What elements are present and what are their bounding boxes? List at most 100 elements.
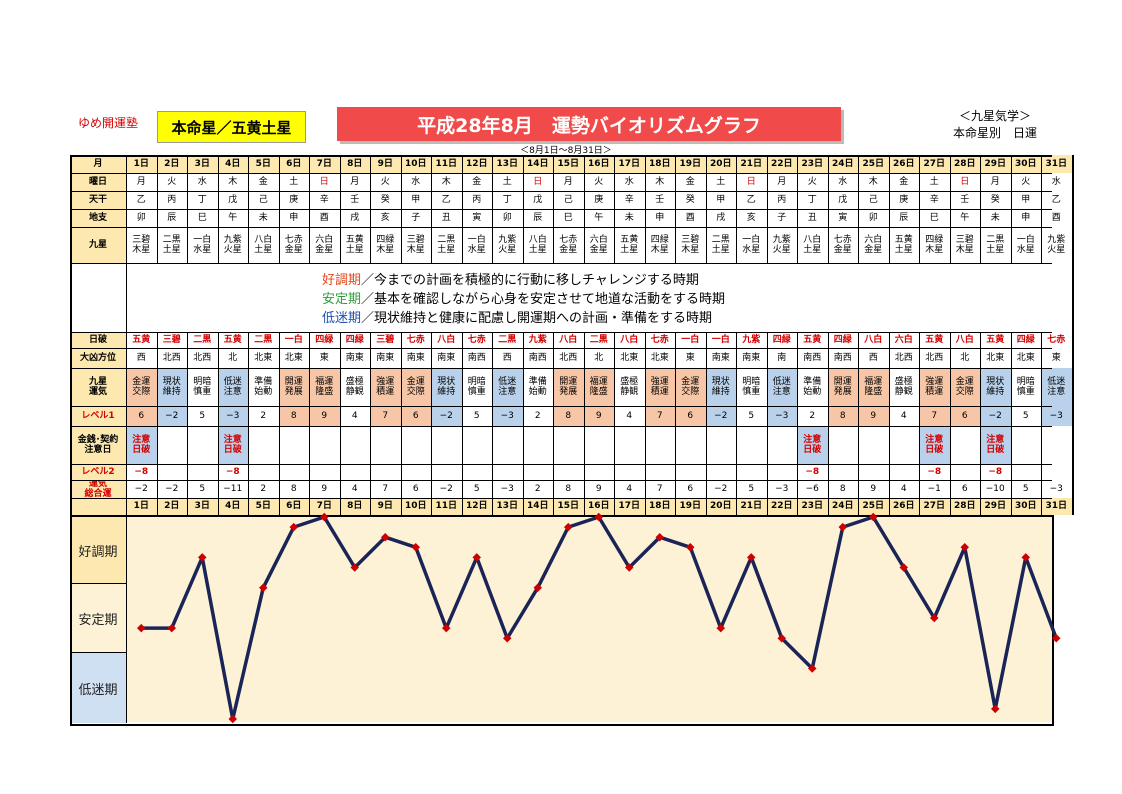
cell-d2-1: 1日	[126, 498, 157, 515]
row-label-tot: 運気 総合運	[70, 480, 126, 498]
cell-l2-16	[584, 464, 615, 480]
cell-d-29: 29日	[980, 155, 1011, 173]
cell-dk-23: 南西	[803, 352, 822, 363]
cell-wd-5: 金	[258, 176, 268, 187]
cell-l2-14	[523, 464, 554, 480]
grid-v-line	[1011, 332, 1012, 515]
cell-np-4: 五黄	[223, 334, 242, 345]
row-label-d2	[70, 498, 126, 515]
cell-l1-9: 7	[370, 406, 401, 426]
cell-kn-17	[614, 426, 645, 464]
cell-cs-28: 午	[960, 212, 970, 223]
cell-d-4: 4日	[217, 155, 248, 173]
cell-cs-29: 未	[990, 212, 1000, 223]
cell-kn-25	[858, 426, 889, 464]
cell-ks-22: 九紫 火星	[772, 234, 791, 255]
grid-v-line	[950, 155, 951, 263]
cell-tot-30: 5	[1022, 483, 1029, 494]
cell-dk-4: 北	[228, 352, 238, 363]
grid-v-line	[736, 332, 737, 515]
cell-tk-16: 庚	[594, 194, 604, 205]
cell-d-11: 11日	[431, 155, 462, 173]
cell-wd-29: 月	[990, 176, 1000, 187]
cell-d-21: 21日	[736, 155, 767, 173]
cell-cs-30: 申	[1021, 212, 1031, 223]
cell-l1-2: −2	[156, 406, 187, 426]
brand-name: ゆめ開運塾	[78, 116, 139, 130]
grid-v-line	[889, 155, 890, 263]
cell-tot-27: −1	[927, 483, 941, 494]
cell-np-22: 四緑	[772, 334, 791, 345]
grid-h-line	[70, 332, 1052, 333]
cell-dk-9: 南東	[376, 352, 395, 363]
cell-tot-7: 9	[321, 483, 328, 494]
cell-dk-31: 東	[1051, 352, 1061, 363]
cell-d2-29: 29日	[980, 498, 1011, 515]
cell-tk-1: 乙	[136, 194, 146, 205]
cell-wd-2: 火	[167, 176, 177, 187]
cell-tot-20: −2	[714, 483, 728, 494]
cell-np-17: 八白	[620, 334, 639, 345]
cell-cs-21: 亥	[746, 212, 756, 223]
cell-d-8: 8日	[339, 155, 370, 173]
cell-np-19: 一白	[681, 334, 700, 345]
cell-kn-14	[523, 426, 554, 464]
cell-tot-6: 8	[290, 483, 297, 494]
cell-tot-5: 2	[260, 483, 267, 494]
cell-ks-31: 九紫 火星	[1047, 234, 1066, 255]
cell-cs-2: 辰	[167, 212, 177, 223]
cell-dk-18: 北東	[650, 352, 669, 363]
cell-cs-23: 丑	[807, 212, 817, 223]
cell-un-18: 強運 積運	[644, 368, 675, 406]
cell-kn-6	[279, 426, 310, 464]
cell-kn-16	[584, 426, 615, 464]
cell-d2-16: 16日	[583, 498, 614, 515]
cell-dk-5: 北東	[254, 352, 273, 363]
cell-cs-24: 寅	[838, 212, 848, 223]
cell-ks-16: 六白 金星	[589, 234, 608, 255]
cell-l2-22	[767, 464, 798, 480]
cell-tk-17: 辛	[624, 194, 634, 205]
cell-dk-26: 北西	[894, 352, 913, 363]
cell-wd-18: 木	[655, 176, 665, 187]
cell-kn-31	[1041, 426, 1072, 464]
cell-l2-21	[736, 464, 767, 480]
cell-l2-28	[950, 464, 981, 480]
legend-item: 低迷期／現状維持と健康に配慮し開運期への計画・準備をする時期	[322, 307, 712, 326]
cell-dk-7: 東	[319, 352, 329, 363]
cell-np-2: 三碧	[162, 334, 181, 345]
cell-d2-15: 15日	[553, 498, 584, 515]
grid-h-line	[70, 191, 1052, 192]
cell-d-22: 22日	[766, 155, 797, 173]
cell-ks-24: 七赤 金星	[833, 234, 852, 255]
cell-un-6: 開運 発展	[278, 368, 309, 406]
cell-d2-8: 8日	[339, 498, 370, 515]
cell-tot-1: −2	[134, 483, 148, 494]
cell-tot-18: 7	[656, 483, 663, 494]
cell-tot-17: 4	[626, 483, 633, 494]
cell-tk-24: 戊	[838, 194, 848, 205]
grid-v-line	[706, 155, 707, 263]
cell-kn-13	[492, 426, 523, 464]
legend-key: 好調期	[322, 273, 362, 288]
cell-ks-21: 一白 水星	[742, 234, 761, 255]
cell-kn-4: 注意 日破	[217, 426, 248, 464]
cell-dk-17: 北東	[620, 352, 639, 363]
cell-l1-26: 4	[900, 410, 907, 421]
cell-cs-9: 亥	[380, 212, 390, 223]
cell-l2-8	[340, 464, 371, 480]
cell-kn-1: 注意 日破	[126, 426, 157, 464]
cell-l2-5	[248, 464, 279, 480]
cell-d2-14: 14日	[522, 498, 553, 515]
grid-h-line	[70, 368, 1052, 369]
cell-wd-11: 木	[441, 176, 451, 187]
cell-l1-24: 8	[827, 406, 858, 426]
grid-v-line	[858, 332, 859, 515]
cell-d2-21: 21日	[736, 498, 767, 515]
cell-d-7: 7日	[309, 155, 340, 173]
cell-np-16: 二黒	[589, 334, 608, 345]
cell-l2-20	[706, 464, 737, 480]
cell-wd-17: 水	[624, 176, 634, 187]
grid-v-line	[767, 332, 768, 515]
grid-v-line	[340, 155, 341, 263]
